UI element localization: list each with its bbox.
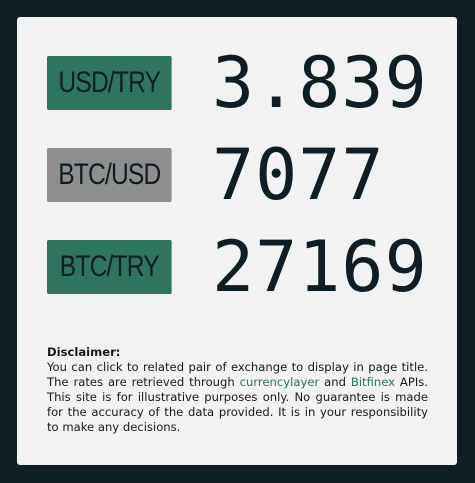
disclaimer-title: Disclaimer:: [47, 345, 121, 359]
rate-row-btc-usd: BTC/USD 7077: [47, 140, 437, 210]
rate-value-usd-try: 3.839: [212, 42, 428, 124]
currencylayer-link[interactable]: currencylayer: [239, 375, 320, 389]
rate-row-btc-try: BTC/TRY 27169: [47, 232, 437, 302]
disclaimer: Disclaimer: You can click to related pai…: [47, 345, 428, 435]
pair-button-btc-try[interactable]: BTC/TRY: [47, 240, 172, 294]
rates-card: USD/TRY 3.839 BTC/USD 7077 BTC/TRY 27169…: [17, 17, 457, 465]
pair-button-btc-usd[interactable]: BTC/USD: [47, 148, 172, 202]
disclaimer-text-3: APIs. This site is for illustrative purp…: [47, 375, 428, 434]
rate-value-btc-usd: 7077: [212, 134, 385, 216]
bitfinex-link[interactable]: Bitfinex: [350, 375, 396, 389]
disclaimer-text-2: and: [319, 375, 351, 389]
rate-value-btc-try: 27169: [212, 226, 428, 308]
pair-button-usd-try[interactable]: USD/TRY: [47, 56, 172, 110]
rate-row-usd-try: USD/TRY 3.839: [47, 48, 437, 118]
disclaimer-text-1: You can click to related pair of exchang…: [47, 360, 428, 389]
